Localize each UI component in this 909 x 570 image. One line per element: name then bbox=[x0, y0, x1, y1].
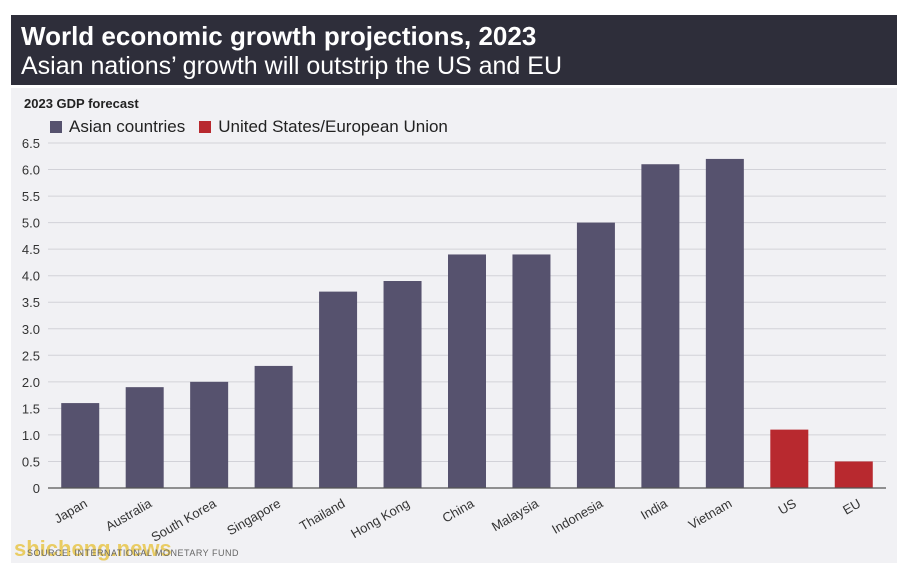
bar bbox=[383, 281, 422, 488]
x-tick-label: China bbox=[440, 495, 478, 525]
y-tick-label: 4.0 bbox=[22, 269, 40, 284]
legend-item-us-eu: United States/European Union bbox=[199, 117, 448, 137]
bar bbox=[319, 291, 358, 488]
x-tick-label: Singapore bbox=[224, 496, 283, 539]
y-tick-label: 3.5 bbox=[22, 295, 40, 310]
watermark: shicheng.news bbox=[14, 536, 172, 561]
y-tick-label: 1.0 bbox=[22, 428, 40, 443]
bar bbox=[190, 381, 229, 488]
bar bbox=[448, 254, 486, 488]
x-tick-label: Hong Kong bbox=[348, 496, 412, 542]
y-tick-label: 5.0 bbox=[22, 216, 40, 231]
y-tick-label: 6.0 bbox=[22, 163, 40, 178]
bar bbox=[125, 387, 164, 488]
y-tick-label: 6.5 bbox=[22, 136, 40, 151]
x-tick-label: US bbox=[776, 495, 799, 517]
y-tick-label: 2.5 bbox=[22, 348, 40, 363]
bar bbox=[254, 365, 293, 488]
legend-label-us-eu: United States/European Union bbox=[218, 117, 448, 136]
bar bbox=[834, 461, 873, 488]
x-tick-label: Japan bbox=[52, 496, 90, 527]
y-tick-label: 1.5 bbox=[22, 401, 40, 416]
y-axis-label: 2023 GDP forecast bbox=[24, 96, 139, 111]
legend-label-asia: Asian countries bbox=[69, 117, 186, 136]
source-note: SOURCE: INTERNATIONAL MONETARY FUND bbox=[27, 548, 240, 558]
y-tick-label: 5.5 bbox=[22, 189, 40, 204]
chart-subtitle: Asian nations’ growth will outstrip the … bbox=[21, 52, 563, 80]
y-tick-label: 4.5 bbox=[22, 242, 40, 257]
bar bbox=[641, 164, 680, 488]
chart-title: World economic growth projections, 2023 bbox=[21, 21, 537, 51]
x-tick-label: Indonesia bbox=[549, 495, 606, 537]
legend-item-asia: Asian countries bbox=[50, 117, 185, 137]
legend-swatch-us-eu bbox=[199, 121, 212, 133]
y-tick-label: 0.5 bbox=[22, 454, 40, 469]
bar bbox=[61, 403, 100, 488]
legend: Asian countries United States/European U… bbox=[50, 117, 462, 137]
y-tick-label: 0 bbox=[33, 481, 40, 496]
x-tick-label: EU bbox=[840, 496, 863, 518]
y-tick-label: 2.0 bbox=[22, 375, 40, 390]
bar bbox=[705, 158, 744, 488]
y-tick-label: 3.0 bbox=[22, 322, 40, 337]
x-tick-label: Australia bbox=[103, 495, 155, 534]
x-tick-label: India bbox=[638, 495, 671, 522]
x-tick-label: Vietnam bbox=[686, 496, 735, 533]
legend-swatch-asia bbox=[50, 121, 62, 133]
x-tick-label: Thailand bbox=[297, 496, 348, 534]
chart-header: World economic growth projections, 2023 … bbox=[11, 15, 897, 85]
bar bbox=[512, 254, 551, 488]
x-tick-label: Malaysia bbox=[489, 495, 542, 534]
bar bbox=[576, 222, 615, 488]
bar bbox=[770, 429, 809, 488]
